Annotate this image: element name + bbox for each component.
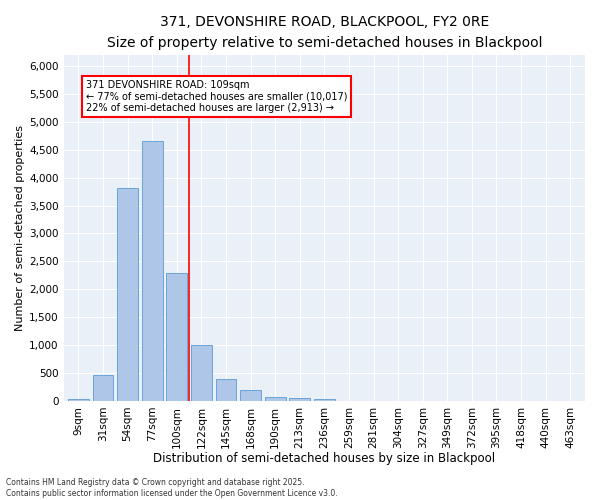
Bar xyxy=(215,378,236,401)
Bar xyxy=(240,390,261,401)
Bar xyxy=(314,398,335,401)
Bar xyxy=(117,188,138,401)
Title: 371, DEVONSHIRE ROAD, BLACKPOOL, FY2 0RE
Size of property relative to semi-detac: 371, DEVONSHIRE ROAD, BLACKPOOL, FY2 0RE… xyxy=(107,15,542,50)
Text: Contains HM Land Registry data © Crown copyright and database right 2025.
Contai: Contains HM Land Registry data © Crown c… xyxy=(6,478,338,498)
Text: 371 DEVONSHIRE ROAD: 109sqm
← 77% of semi-detached houses are smaller (10,017)
2: 371 DEVONSHIRE ROAD: 109sqm ← 77% of sem… xyxy=(86,80,347,113)
Bar xyxy=(166,272,187,401)
Y-axis label: Number of semi-detached properties: Number of semi-detached properties xyxy=(15,125,25,331)
Bar xyxy=(289,398,310,401)
Bar xyxy=(191,345,212,401)
Bar xyxy=(68,399,89,401)
Bar xyxy=(142,142,163,401)
Bar xyxy=(265,396,286,401)
Bar xyxy=(92,375,113,401)
X-axis label: Distribution of semi-detached houses by size in Blackpool: Distribution of semi-detached houses by … xyxy=(153,452,496,465)
